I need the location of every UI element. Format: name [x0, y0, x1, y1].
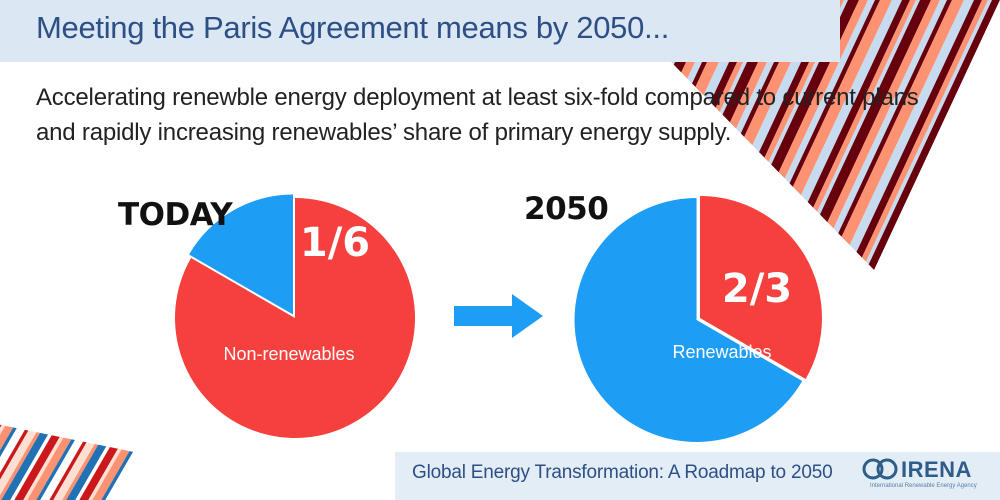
pie-0-label-0: Non-renewables	[223, 344, 354, 364]
footer-source: Global Energy Transformation: A Roadmap …	[412, 462, 833, 483]
title-band	[0, 0, 840, 62]
footer-band	[395, 452, 1000, 500]
chart-title-today: TODAY	[118, 197, 233, 233]
pie-0-label-1: 1/6	[300, 220, 370, 266]
globe-icon	[862, 458, 898, 480]
logo-tagline: International Renewable Energy Agency	[870, 483, 977, 489]
pie-1-slice-0	[700, 196, 822, 379]
pie-0-slice-1	[189, 194, 293, 315]
page-title: Meeting the Paris Agreement means by 205…	[36, 10, 670, 45]
right-arrow-icon	[454, 294, 543, 338]
pie-0-slice-0	[174, 198, 415, 439]
chart-title-2050: 2050	[524, 191, 609, 227]
page-subtitle: Accelerating renewble energy deployment …	[36, 84, 919, 146]
pie-1-label-1: Renewables	[672, 342, 771, 362]
logo-wordmark: IRENA	[901, 457, 972, 482]
irena-logo: IRENA International Renewable Energy Age…	[862, 456, 992, 496]
pie-1-slice-1	[574, 198, 803, 442]
pie-1-callout: 2/3	[722, 266, 792, 312]
